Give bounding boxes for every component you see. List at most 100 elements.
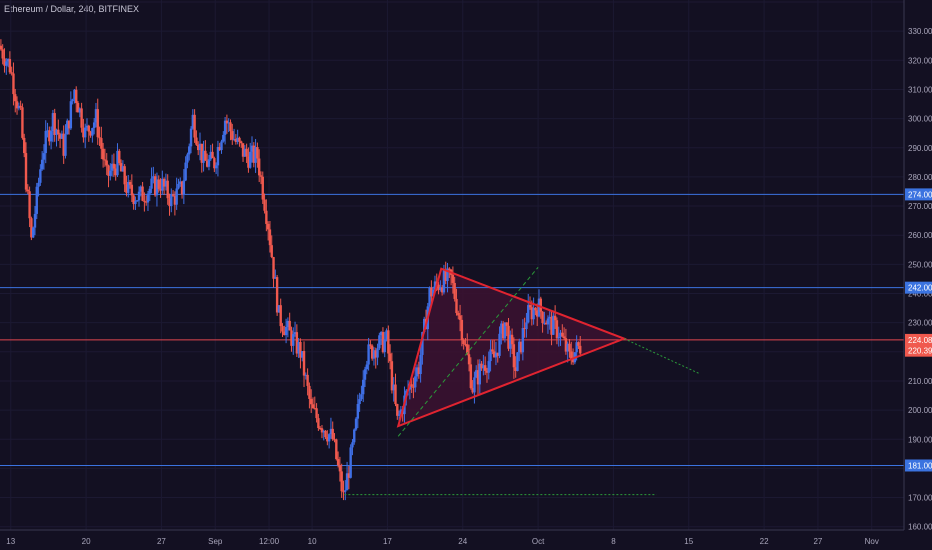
candle-body	[141, 186, 144, 201]
candle-body	[369, 344, 372, 346]
candle-body	[225, 120, 229, 124]
candle-body	[494, 352, 498, 358]
candle-body	[87, 125, 90, 132]
candle-body	[383, 339, 386, 353]
candle-body	[220, 141, 223, 151]
candle-body	[374, 350, 377, 358]
candle-body	[433, 281, 437, 290]
candle-body	[365, 364, 369, 370]
candle-body	[31, 227, 35, 238]
candle-body	[417, 367, 421, 375]
level-label: 181.00	[908, 461, 932, 470]
candle-body	[358, 399, 361, 404]
candle-body	[512, 344, 516, 368]
y-tick-label: 310.00	[908, 85, 932, 94]
candle-body	[478, 363, 482, 385]
candle-body	[555, 320, 559, 339]
candle-body	[105, 160, 108, 166]
candle-body	[281, 326, 284, 332]
candle-body	[247, 156, 250, 168]
candle-body	[238, 137, 241, 142]
candle-body	[66, 120, 69, 135]
candle-body	[351, 442, 354, 448]
candle-body	[579, 345, 582, 354]
candle-body	[21, 107, 24, 138]
candle-body	[349, 447, 352, 478]
candle-body	[103, 159, 107, 161]
candle-body	[313, 408, 316, 410]
candle-body	[265, 210, 268, 224]
candle-body	[261, 176, 264, 200]
x-tick-label: 8	[611, 537, 616, 546]
candle-body	[566, 343, 569, 352]
candle-body	[546, 318, 550, 325]
candle-body	[232, 138, 236, 140]
candle-body	[421, 332, 424, 355]
candle-body	[24, 153, 28, 190]
candle-body	[333, 439, 336, 441]
candle-body	[236, 137, 239, 143]
candle-body	[39, 169, 42, 183]
candle-body	[23, 137, 26, 154]
y-tick-label: 330.00	[908, 27, 932, 36]
candle-body	[270, 245, 273, 258]
trendline	[397, 266, 539, 437]
y-tick-label: 270.00	[908, 202, 932, 211]
candle-body	[211, 151, 214, 159]
candle-body	[428, 287, 431, 307]
candle-body	[458, 315, 462, 320]
candle-body	[229, 122, 232, 132]
candle-body	[437, 284, 440, 290]
candle-body	[457, 313, 460, 316]
candle-body	[83, 127, 87, 138]
x-tick-label: Nov	[865, 537, 879, 546]
candle-body	[257, 158, 261, 176]
candle-body	[109, 170, 112, 176]
candle-body	[14, 94, 17, 102]
candle-body	[123, 166, 126, 185]
candle-body	[324, 430, 327, 438]
candle-body	[491, 349, 494, 352]
candle-body	[195, 137, 198, 145]
candle-body	[483, 365, 487, 371]
candle-body	[191, 114, 195, 129]
candle-body	[308, 385, 311, 399]
candle-body	[570, 351, 573, 359]
candle-body	[363, 369, 367, 380]
candle-body	[372, 350, 376, 359]
candle-body	[33, 213, 37, 228]
candle-body	[64, 134, 67, 156]
candle-body	[414, 376, 417, 388]
candle-body	[118, 150, 121, 164]
candle-body	[500, 323, 503, 334]
candle-body	[523, 328, 526, 330]
candle-body	[241, 143, 245, 157]
candle-body	[152, 176, 155, 179]
y-tick-label: 210.00	[908, 377, 932, 386]
level-label: 242.00	[908, 284, 932, 293]
candle-body	[390, 361, 394, 391]
candle-body	[146, 193, 150, 203]
y-tick-label: 240.00	[908, 290, 932, 299]
x-tick-label: 13	[6, 537, 15, 546]
candle-body	[284, 326, 288, 336]
candle-body	[439, 287, 442, 290]
candle-body	[309, 398, 313, 405]
candle-body	[327, 434, 331, 442]
candle-body	[485, 370, 489, 373]
candle-body	[44, 130, 47, 154]
level-label-bg	[905, 281, 932, 294]
y-tick-label: 260.00	[908, 231, 932, 240]
candle-body	[180, 181, 184, 195]
candle-body	[322, 430, 325, 433]
candle-body	[528, 305, 532, 308]
candle-body	[136, 200, 139, 202]
candle-body	[28, 191, 31, 219]
candle-body	[216, 146, 220, 166]
candle-body	[200, 143, 203, 163]
candle-body	[71, 99, 74, 102]
candle-body	[410, 384, 413, 387]
candle-body	[527, 305, 530, 323]
candle-body	[562, 336, 566, 339]
